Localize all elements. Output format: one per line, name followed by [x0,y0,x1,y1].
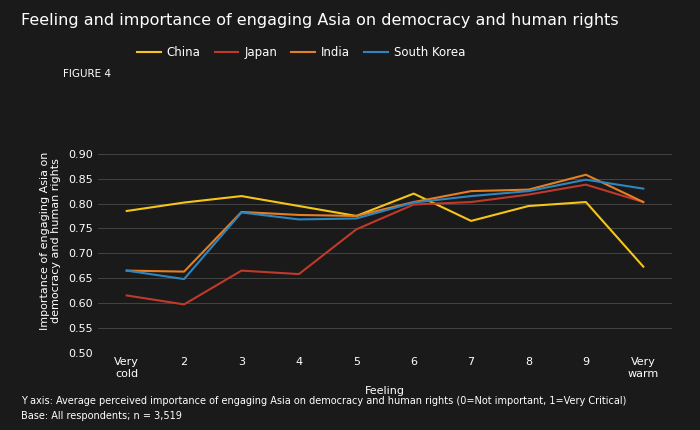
India [467,188,475,194]
Japan [467,200,475,205]
China [295,203,303,209]
South Korea [639,186,648,191]
India [524,187,533,192]
India [352,213,361,218]
South Korea [410,200,418,205]
China [237,194,246,199]
Japan [180,302,188,307]
Y-axis label: Importance of engaging Asia on
democracy and human rights: Importance of engaging Asia on democracy… [40,152,62,330]
India [410,200,418,205]
Japan [410,202,418,207]
India [582,172,590,177]
India [180,269,188,274]
China [122,209,131,214]
South Korea [237,210,246,215]
China [524,203,533,209]
Japan [295,271,303,276]
Japan [582,182,590,187]
Line: China: China [127,194,643,267]
India [295,212,303,218]
China [639,264,648,269]
South Korea [352,216,361,221]
India [639,200,648,205]
Text: Base: All respondents; n = 3,519: Base: All respondents; n = 3,519 [21,412,182,421]
China [180,200,188,205]
Japan [352,227,361,232]
South Korea [180,276,188,282]
China [410,191,418,196]
Japan [122,293,131,298]
South Korea [295,217,303,222]
Text: FIGURE 4: FIGURE 4 [63,69,111,79]
Text: Feeling and importance of engaging Asia on democracy and human rights: Feeling and importance of engaging Asia … [21,13,619,28]
Line: India: India [127,175,643,272]
X-axis label: Feeling: Feeling [365,386,405,396]
China [582,200,590,205]
South Korea [524,188,533,194]
India [237,209,246,215]
Text: Y axis: Average perceived importance of engaging Asia on democracy and human rig: Y axis: Average perceived importance of … [21,396,626,406]
Legend: China, Japan, India, South Korea: China, Japan, India, South Korea [132,41,470,64]
South Korea [467,194,475,199]
India [122,268,131,273]
China [352,213,361,218]
Japan [639,200,648,205]
Line: South Korea: South Korea [127,180,643,279]
Japan [237,268,246,273]
Japan [524,192,533,197]
South Korea [122,268,131,273]
China [467,218,475,224]
Line: Japan: Japan [127,184,643,304]
South Korea [582,177,590,182]
